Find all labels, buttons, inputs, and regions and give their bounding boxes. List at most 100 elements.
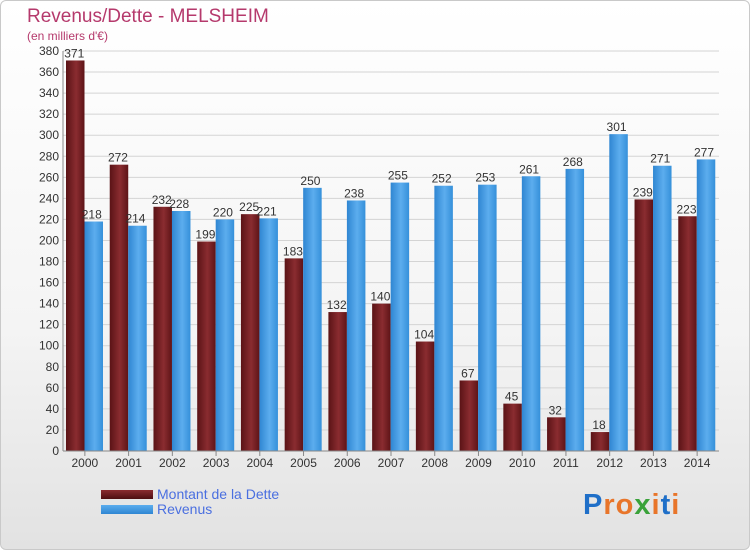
data-label-revenue-2000: 218 (82, 208, 102, 222)
y-tick-label: 260 (39, 170, 59, 184)
data-label-revenue-2008: 252 (432, 172, 452, 186)
logo-letter: o (615, 489, 635, 521)
y-tick-label: 200 (39, 233, 59, 247)
logo-letter: P (583, 489, 604, 521)
x-tick-label: 2004 (246, 456, 273, 470)
bar-revenue-2014 (696, 159, 716, 451)
x-tick-label: 2002 (159, 456, 186, 470)
bar-debt-2011 (547, 417, 566, 451)
bar-revenue-2008 (434, 185, 453, 451)
data-label-debt-2008: 104 (414, 328, 434, 342)
bar-debt-2001 (109, 164, 129, 451)
y-tick-label: 180 (39, 255, 59, 269)
logo-letter: i (651, 489, 661, 521)
bar-debt-2009 (459, 380, 479, 451)
data-label-revenue-2001: 214 (125, 212, 145, 226)
bar-debt-2002 (153, 206, 172, 451)
bar-debt-2008 (415, 341, 435, 451)
y-tick-label: 300 (39, 128, 59, 142)
data-label-revenue-2006: 238 (344, 186, 364, 200)
proxiti-logo: Proxiti (583, 489, 680, 522)
y-tick-label: 320 (39, 107, 59, 121)
data-label-revenue-2005: 250 (300, 174, 320, 188)
data-label-debt-2007: 140 (370, 290, 390, 304)
y-tick-label: 360 (39, 65, 59, 79)
logo-letter: x (634, 489, 652, 521)
x-tick-label: 2007 (378, 456, 405, 470)
x-tick-label: 2013 (640, 456, 667, 470)
x-tick-label: 2006 (334, 456, 361, 470)
bar-debt-2003 (197, 241, 216, 451)
data-label-revenue-2012: 301 (607, 120, 627, 134)
y-tick-label: 120 (39, 318, 59, 332)
x-tick-label: 2003 (203, 456, 230, 470)
logo-letter: t (660, 489, 672, 521)
bar-debt-2012 (590, 432, 610, 451)
data-label-debt-2014: 223 (677, 202, 697, 216)
y-tick-label: 160 (39, 276, 59, 290)
bar-revenue-2006 (346, 200, 366, 451)
bar-debt-2014 (678, 216, 697, 451)
x-tick-label: 2001 (115, 456, 142, 470)
bar-revenue-2004 (259, 218, 278, 451)
legend-item-debt: Montant de la Dette (101, 487, 279, 502)
data-label-debt-2010: 45 (505, 390, 519, 404)
bar-debt-2010 (503, 403, 522, 451)
bar-revenue-2007 (390, 182, 410, 451)
bar-revenue-2010 (521, 176, 541, 451)
y-tick-label: 340 (39, 86, 59, 100)
data-label-revenue-2002: 228 (169, 197, 189, 211)
bar-revenue-2000 (84, 221, 103, 451)
y-tick-label: 280 (39, 149, 59, 163)
chart-title: Revenus/Dette - MELSHEIM (27, 6, 269, 27)
data-label-debt-2002: 232 (152, 193, 172, 207)
y-tick-label: 40 (46, 402, 60, 416)
data-label-revenue-2010: 261 (519, 162, 539, 176)
bar-debt-2005 (284, 258, 304, 451)
x-tick-label: 2009 (465, 456, 492, 470)
data-label-revenue-2003: 220 (213, 205, 233, 219)
bar-debt-2004 (240, 214, 260, 451)
data-label-debt-2006: 132 (327, 298, 347, 312)
data-label-debt-2000: 371 (64, 46, 84, 60)
y-tick-label: 100 (39, 339, 59, 353)
logo-letter: r (603, 489, 616, 521)
legend-label-revenue: Revenus (157, 501, 213, 517)
bar-revenue-2005 (303, 187, 322, 451)
x-tick-label: 2014 (684, 456, 711, 470)
bar-revenue-2001 (128, 225, 147, 451)
bar-debt-2007 (372, 303, 391, 451)
x-tick-label: 2008 (421, 456, 448, 470)
data-label-debt-2011: 32 (549, 403, 563, 417)
y-tick-label: 60 (46, 381, 60, 395)
y-tick-label: 380 (39, 44, 59, 58)
bar-debt-2000 (66, 60, 85, 451)
x-tick-label: 2011 (553, 456, 579, 470)
legend-swatch-debt (101, 490, 153, 499)
y-tick-label: 80 (46, 360, 60, 374)
data-label-debt-2013: 239 (633, 185, 653, 199)
bar-revenue-2011 (565, 168, 585, 452)
data-label-debt-2009: 67 (461, 366, 475, 380)
y-tick-label: 140 (39, 297, 59, 311)
data-label-revenue-2007: 255 (388, 169, 408, 183)
x-tick-label: 2012 (596, 456, 623, 470)
logo-letter: i (671, 489, 681, 521)
legend-label-debt: Montant de la Dette (157, 486, 280, 502)
data-label-revenue-2009: 253 (475, 171, 495, 185)
bar-revenue-2002 (171, 211, 191, 451)
chart-subtitle: (en milliers d'€) (27, 29, 108, 43)
data-label-revenue-2013: 271 (650, 152, 670, 166)
legend-swatch-revenue (101, 505, 153, 514)
bar-revenue-2012 (609, 134, 628, 451)
legend: Montant de la Dette Revenus (101, 487, 279, 517)
data-label-debt-2004: 225 (239, 200, 259, 214)
y-tick-label: 240 (39, 191, 59, 205)
data-label-debt-2001: 272 (108, 151, 128, 165)
data-label-revenue-2004: 221 (257, 204, 277, 218)
bar-debt-2006 (328, 312, 347, 451)
bar-revenue-2003 (215, 219, 235, 451)
x-tick-label: 2010 (509, 456, 536, 470)
